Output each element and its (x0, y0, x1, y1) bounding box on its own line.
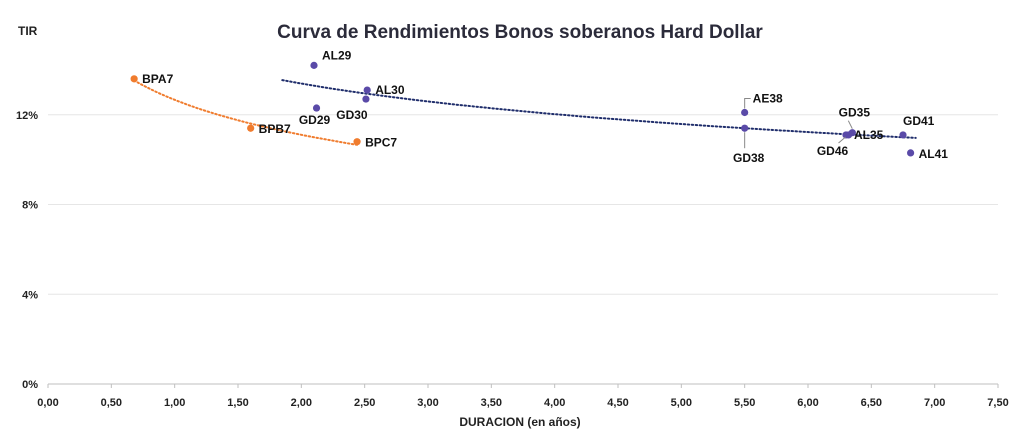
y-tick-label: 12% (16, 110, 38, 122)
label-gd38: GD38 (733, 151, 765, 165)
label-bpc7: BPC7 (365, 136, 397, 150)
point-ae38 (741, 108, 749, 117)
leader-gd46 (838, 136, 846, 144)
label-ae38: AE38 (753, 92, 783, 106)
label-bpa7: BPA7 (142, 72, 173, 86)
label-al29: AL29 (322, 48, 352, 62)
x-tick-label: 1,50 (227, 397, 248, 409)
point-gd46 (844, 131, 853, 139)
label-al35: AL35 (854, 128, 884, 142)
point-gd29 (312, 104, 321, 112)
x-tick-label: 3,00 (417, 397, 438, 409)
x-tick-label: 2,00 (291, 397, 312, 409)
leader-ae38 (744, 98, 751, 109)
point-gd30 (362, 95, 370, 103)
y-tick-label: 4% (22, 289, 38, 301)
y-tick-label: 8% (22, 200, 38, 212)
point-al30 (363, 86, 371, 94)
point-gd41 (899, 131, 907, 139)
x-tick-label: 6,00 (797, 397, 818, 409)
trendlines (133, 79, 917, 146)
data-labels: AL29 AL30 GD29 GD30 AE38 GD38 GD35 AL35 GD46 GD41… (142, 48, 948, 165)
point-bpc7 (353, 138, 361, 146)
x-tick-label: 5,50 (734, 397, 755, 409)
x-tick-label: 6,50 (861, 397, 882, 409)
leader-gd35 (847, 120, 853, 129)
label-gd30: GD30 (336, 108, 368, 122)
label-gd41: GD41 (903, 114, 935, 128)
x-tick-label: 4,00 (544, 397, 565, 409)
x-tick-label: 7,00 (924, 397, 945, 409)
trendline-series-1 (281, 79, 917, 139)
x-tick-label: 7,50 (987, 397, 1008, 409)
label-al41: AL41 (919, 147, 949, 161)
point-al29 (310, 61, 318, 69)
point-bpa7 (130, 75, 138, 83)
x-tick-label: 2,50 (354, 397, 375, 409)
label-al30: AL30 (375, 83, 405, 97)
label-gd29: GD29 (299, 113, 331, 127)
x-tick-label: 3,50 (481, 397, 502, 409)
point-bpb7 (247, 124, 255, 132)
x-tick-label: 0,50 (101, 397, 122, 409)
x-tick-label: 0,00 (37, 397, 58, 409)
trendline-series-2 (133, 79, 359, 146)
x-tick-label: 4,50 (607, 397, 628, 409)
x-tick-label: 1,00 (164, 397, 185, 409)
label-gd35: GD35 (839, 106, 871, 120)
x-axis-title: DURACION (en años) (459, 415, 580, 429)
y-tick-label: 0% (22, 379, 38, 391)
point-gd38 (741, 124, 749, 132)
y-axis-title: TIR (18, 24, 38, 38)
point-al41 (907, 149, 915, 157)
chart-title: Curva de Rendimientos Bonos soberanos Ha… (277, 22, 763, 43)
label-bpb7: BPB7 (259, 122, 291, 136)
data-points (130, 61, 915, 157)
axes: 0% 4% 8% 12% 0,00 0,50 1,00 1,50 2,00 2,50 3,00 3,5… (16, 110, 1009, 409)
gridlines (48, 114, 998, 295)
x-tick-label: 5,00 (671, 397, 692, 409)
label-gd46: GD46 (817, 144, 849, 158)
